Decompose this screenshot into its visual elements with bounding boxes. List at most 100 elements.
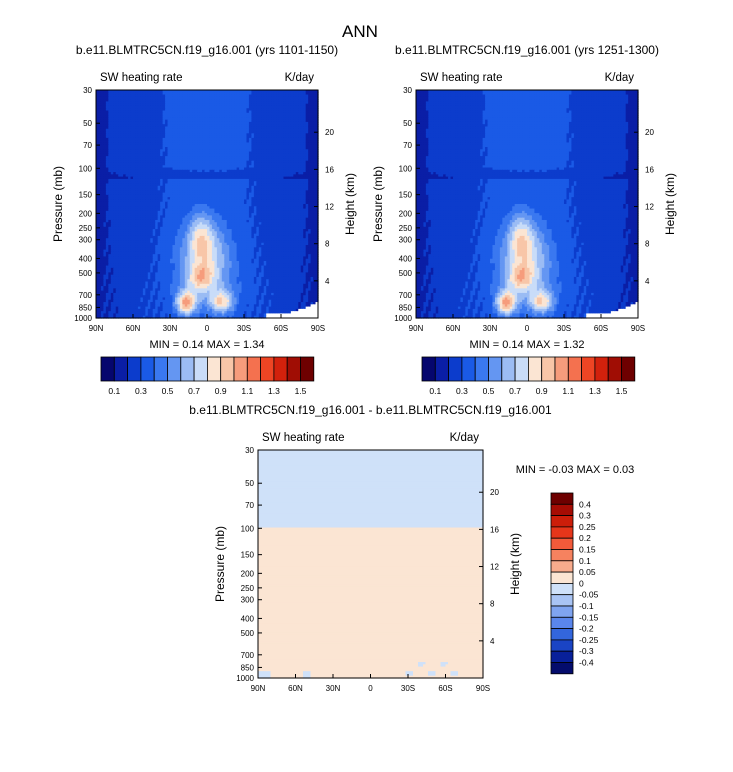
- field-cell: [305, 112, 309, 116]
- field-cell: [298, 105, 302, 109]
- field-cell: [105, 103, 109, 107]
- field-cell: [128, 158, 132, 162]
- field-cell: [315, 94, 319, 98]
- field-cell: [253, 142, 257, 146]
- field-cell: [140, 94, 144, 98]
- field-cell: [152, 165, 156, 169]
- field-cell: [258, 140, 262, 144]
- field-cell: [113, 131, 117, 134]
- field-cell: [285, 158, 289, 162]
- field-cell: [221, 151, 225, 155]
- field-cell: [248, 131, 252, 134]
- field-cell: [303, 121, 307, 125]
- field-cell: [125, 101, 129, 105]
- field-cell: [192, 90, 196, 93]
- field-cell: [108, 126, 112, 130]
- field-cell: [303, 160, 307, 164]
- field-cell: [256, 153, 260, 157]
- field-cell: [300, 108, 304, 112]
- field-cell: [285, 147, 289, 150]
- field-cell: [303, 140, 307, 144]
- field-cell: [310, 115, 314, 118]
- field-cell: [239, 101, 243, 105]
- field-cell: [199, 94, 203, 98]
- field-cell: [152, 101, 156, 105]
- field-cell: [177, 153, 181, 157]
- field-cell: [273, 147, 277, 150]
- field-cell: [283, 153, 287, 157]
- field-cell: [197, 142, 201, 146]
- field-cell: [293, 124, 297, 128]
- field-cell: [244, 147, 248, 150]
- field-cell: [115, 128, 119, 132]
- field-cell: [184, 135, 188, 139]
- field-cell: [251, 142, 255, 146]
- field-cell: [147, 115, 151, 118]
- field-cell: [194, 128, 198, 132]
- field-cell: [256, 101, 260, 105]
- field-cell: [288, 137, 292, 141]
- field-cell: [167, 153, 171, 157]
- field-cell: [110, 99, 114, 102]
- field-cell: [207, 121, 211, 125]
- field-cell: [298, 156, 302, 159]
- field-cell: [290, 121, 294, 125]
- field-cell: [142, 90, 146, 93]
- field-cell: [160, 96, 164, 100]
- field-cell: [204, 105, 208, 109]
- field-cell: [219, 117, 223, 121]
- field-cell: [251, 156, 255, 159]
- field-cell: [226, 103, 230, 107]
- field-cell: [295, 142, 299, 146]
- field-cell: [170, 128, 174, 132]
- field-cell: [123, 112, 127, 116]
- field-cell: [281, 103, 285, 107]
- field-cell: [288, 156, 292, 159]
- field-cell: [170, 108, 174, 112]
- field-cell: [219, 94, 223, 98]
- field-cell: [221, 96, 225, 100]
- field-cell: [152, 140, 156, 144]
- field-cell: [155, 158, 159, 162]
- field-cell: [281, 126, 285, 130]
- field-cell: [207, 105, 211, 109]
- field-cell: [160, 108, 164, 112]
- field-cell: [197, 158, 201, 162]
- field-cell: [224, 151, 228, 155]
- field-cell: [268, 108, 272, 112]
- field-cell: [103, 158, 107, 162]
- field-cell: [226, 126, 230, 130]
- field-cell: [160, 137, 164, 141]
- field-cell: [103, 108, 107, 112]
- field-cell: [147, 165, 151, 169]
- field-cell: [172, 90, 176, 93]
- field-cell: [160, 149, 164, 153]
- field-cell: [110, 92, 114, 96]
- field-cell: [231, 126, 235, 130]
- field-cell: [251, 135, 255, 139]
- field-cell: [184, 90, 188, 93]
- field-cell: [128, 105, 132, 109]
- field-cell: [108, 140, 112, 144]
- field-cell: [271, 140, 275, 144]
- field-cell: [290, 117, 294, 121]
- field-cell: [98, 96, 102, 100]
- field-cell: [216, 142, 220, 146]
- field-cell: [162, 115, 166, 118]
- field-cell: [177, 99, 181, 102]
- field-cell: [98, 124, 102, 128]
- field-cell: [226, 158, 230, 162]
- field-cell: [281, 156, 285, 159]
- field-cell: [224, 156, 228, 159]
- field-cell: [251, 137, 255, 141]
- field-cell: [115, 162, 119, 166]
- field-cell: [315, 108, 319, 112]
- field-cell: [295, 99, 299, 102]
- field-cell: [140, 137, 144, 141]
- field-cell: [123, 94, 127, 98]
- field-cell: [204, 147, 208, 150]
- field-cell: [224, 131, 228, 134]
- field-cell: [295, 105, 299, 109]
- field-cell: [174, 94, 178, 98]
- field-cell: [110, 142, 114, 146]
